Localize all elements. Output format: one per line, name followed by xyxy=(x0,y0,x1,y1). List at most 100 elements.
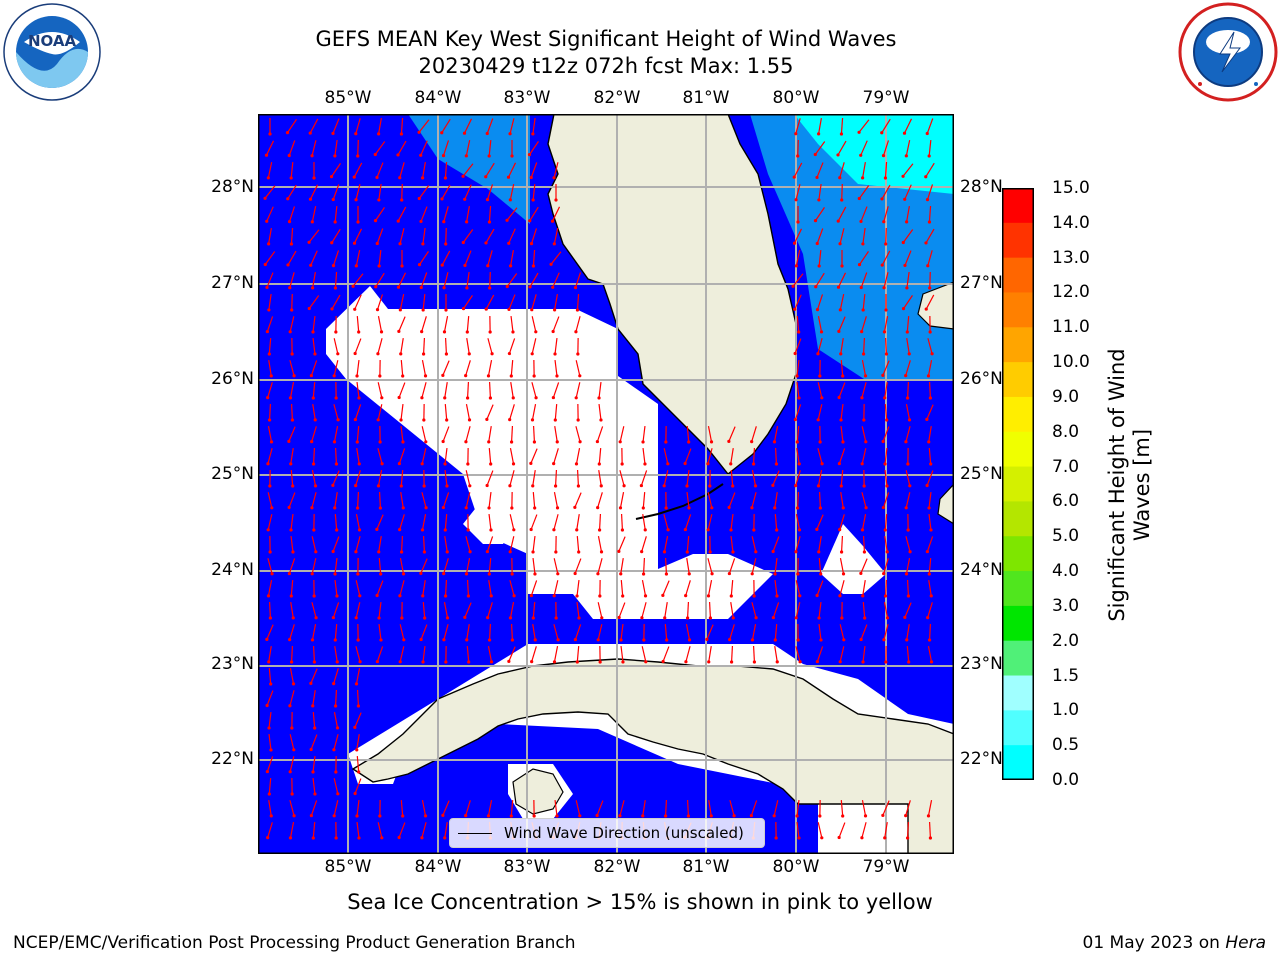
wave-direction-arrow xyxy=(354,338,362,354)
wave-direction-arrow xyxy=(400,535,404,553)
wave-arrow-head xyxy=(815,241,819,246)
wave-arrow-head xyxy=(291,682,296,686)
wave-arrow-head xyxy=(331,483,335,487)
wave-arrow-head xyxy=(884,660,888,664)
wave-direction-arrow xyxy=(794,294,802,310)
wave-arrow-head xyxy=(488,330,492,334)
wave-arrow-head xyxy=(422,550,427,554)
wave-arrow-head xyxy=(267,242,271,246)
lat-tick-left: 28°N xyxy=(211,177,254,197)
wave-arrow-head xyxy=(597,528,602,532)
wave-direction-arrow xyxy=(840,469,844,487)
wave-arrow-head xyxy=(883,396,887,400)
wave-arrow-head xyxy=(643,594,648,598)
wave-arrow-head xyxy=(621,594,625,598)
wave-arrow-head xyxy=(529,527,533,532)
wave-direction-arrow xyxy=(509,514,515,530)
wave-arrow-head xyxy=(266,528,270,532)
wave-direction-arrow xyxy=(773,800,779,816)
wave-arrow-head xyxy=(907,418,912,422)
wave-arrow-head xyxy=(512,594,516,598)
wave-arrow-head xyxy=(752,528,756,532)
wave-direction-arrow xyxy=(466,206,470,222)
wave-arrow-head xyxy=(292,374,296,378)
lat-tick-left: 25°N xyxy=(211,464,254,484)
wave-direction-arrow xyxy=(399,624,405,640)
wave-arrow-head xyxy=(313,792,317,796)
wave-arrow-head xyxy=(706,528,710,532)
wave-arrow-head xyxy=(836,219,840,223)
wave-arrow-head xyxy=(663,814,668,818)
wave-arrow-head xyxy=(441,373,445,377)
wave-arrow-head xyxy=(927,638,932,642)
wave-arrow-head xyxy=(686,814,691,818)
wave-arrow-head xyxy=(443,594,448,598)
wave-direction-arrow xyxy=(663,448,669,464)
wave-direction-arrow xyxy=(267,558,273,574)
wave-direction-arrow xyxy=(550,251,562,265)
wave-direction-arrow xyxy=(510,382,514,398)
wave-direction-arrow xyxy=(840,359,844,377)
wave-arrow-head xyxy=(859,285,863,290)
wave-arrow-head xyxy=(335,528,339,532)
wave-arrow-head xyxy=(793,307,797,311)
wave-arrow-head xyxy=(465,286,469,290)
wave-arrow-head xyxy=(310,506,314,510)
wave-arrow-head xyxy=(929,594,933,598)
wave-arrow-head xyxy=(267,308,271,312)
wave-direction-arrow xyxy=(707,580,713,596)
wave-arrow-head xyxy=(838,308,842,312)
colorbar-segment xyxy=(1002,710,1034,746)
wave-direction-arrow xyxy=(840,338,844,354)
wave-direction-arrow xyxy=(905,800,911,816)
colorbar-segment xyxy=(1002,222,1034,259)
wave-direction-arrow xyxy=(838,448,846,464)
wave-arrow-head xyxy=(487,220,492,224)
wave-direction-arrow xyxy=(883,558,889,574)
wave-arrow-head xyxy=(929,660,934,664)
wave-direction-arrow xyxy=(376,646,384,662)
wave-direction-arrow xyxy=(816,294,824,310)
wave-direction-arrow xyxy=(620,579,624,597)
wave-arrow-head xyxy=(467,418,472,422)
wave-arrow-head xyxy=(774,836,778,840)
wave-arrow-head xyxy=(268,132,272,136)
wave-direction-arrow xyxy=(883,624,889,640)
wave-arrow-head xyxy=(313,726,317,730)
wave-arrow-head xyxy=(839,352,843,356)
wave-direction-arrow xyxy=(905,404,911,420)
wave-direction-arrow xyxy=(927,360,933,376)
wave-arrow-head xyxy=(529,242,534,246)
wave-direction-arrow xyxy=(552,382,560,398)
wave-arrow-head xyxy=(443,176,448,180)
wave-arrow-head xyxy=(508,198,512,202)
wave-direction-arrow xyxy=(772,536,780,552)
wave-direction-arrow xyxy=(290,448,294,464)
wave-arrow-head xyxy=(534,330,538,334)
wave-arrow-head xyxy=(441,154,446,158)
wave-direction-arrow xyxy=(862,535,866,553)
wave-arrow-head xyxy=(640,550,644,554)
wave-arrow-head xyxy=(465,220,469,224)
wave-arrow-head xyxy=(644,660,648,664)
wave-arrow-head xyxy=(487,506,491,510)
wave-arrow-head xyxy=(622,484,626,488)
wave-arrow-head xyxy=(463,615,467,619)
wave-arrow-head xyxy=(398,176,402,180)
wave-arrow-head xyxy=(884,242,888,246)
wave-arrow-head xyxy=(554,550,558,554)
wave-direction-arrow xyxy=(355,580,361,596)
wave-direction-arrow xyxy=(356,381,360,399)
wave-arrow-head xyxy=(489,528,493,532)
wave-zone-high xyxy=(794,114,954,194)
wave-direction-arrow xyxy=(926,404,934,420)
wave-arrow-head xyxy=(684,594,688,598)
wave-arrow-head xyxy=(729,660,734,664)
wave-direction-arrow xyxy=(354,404,362,420)
wave-arrow-head xyxy=(578,814,582,818)
wave-direction-arrow xyxy=(795,536,801,552)
wave-arrow-head xyxy=(357,330,361,334)
wave-arrow-head xyxy=(926,616,930,620)
wave-arrow-head xyxy=(792,175,796,179)
wave-arrow-head xyxy=(885,484,889,488)
